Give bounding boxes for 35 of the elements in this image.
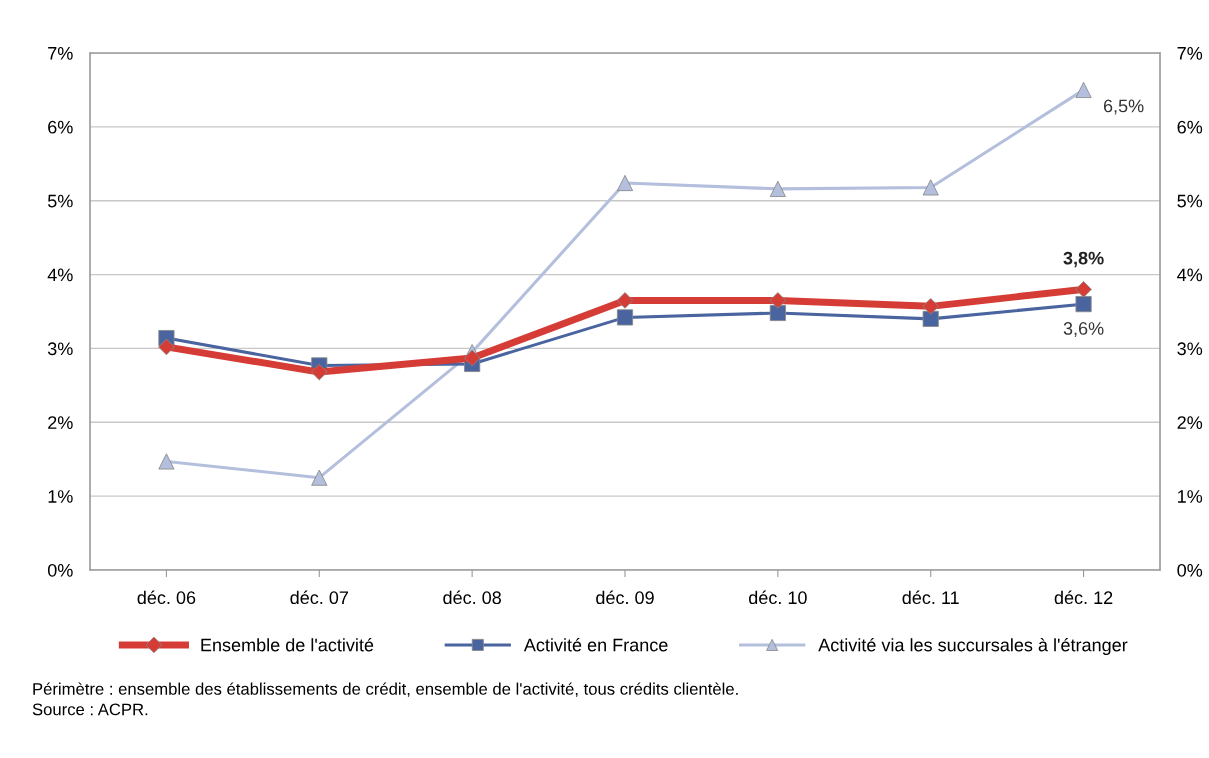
y-tick-label: 3% xyxy=(47,342,73,356)
y-tick-label: 2% xyxy=(48,416,73,429)
y-tick-label: 1% xyxy=(48,490,73,503)
legend-label: Activité via les succursales à l'étranger xyxy=(818,637,1128,655)
legend-label: Activité en France xyxy=(523,637,668,652)
source-note: Source : ACPR. xyxy=(32,703,148,716)
point xyxy=(311,363,328,381)
data-label: 6,5% xyxy=(1103,99,1144,115)
x-tick-label: déc. 09 xyxy=(596,590,654,605)
y-tick-label: 6% xyxy=(48,120,73,134)
x-tick-label: déc. 12 xyxy=(1054,590,1113,605)
y-tick-label: 5% xyxy=(47,194,73,208)
x-tick-label: déc. 07 xyxy=(290,590,348,605)
data-label: 3,6% xyxy=(1063,322,1104,337)
y2-tick-label: 2% xyxy=(1177,416,1203,429)
y2-tick-label: 4% xyxy=(1177,268,1203,282)
y-tick-label: 0% xyxy=(47,563,73,577)
x-tick-label: déc. 06 xyxy=(137,590,196,605)
y2-tick-label: 7% xyxy=(1177,47,1203,60)
y-tick-label: 7% xyxy=(48,47,73,60)
x-tick-label: déc. 11 xyxy=(902,590,959,605)
point xyxy=(158,338,175,356)
x-tick-label: déc. 08 xyxy=(443,590,501,605)
y2-tick-label: 3% xyxy=(1177,342,1203,356)
point xyxy=(1075,81,1092,98)
y2-tick-label: 0% xyxy=(1177,563,1203,577)
y2-tick-label: 1% xyxy=(1178,490,1203,503)
data-label: 3,8% xyxy=(1063,251,1104,268)
text: Périmètre : ensemble des établissements de crédit, ensemble de l'activité, tous crédits clientèle. xyxy=(33,682,738,697)
legend-label: Ensemble de l'activité xyxy=(201,637,374,652)
point xyxy=(616,309,634,326)
y2-tick-label: 6% xyxy=(1177,120,1203,134)
y-tick-label: 4% xyxy=(47,268,73,282)
x-tick-label: déc. 10 xyxy=(749,590,807,605)
y2-tick-label: 5% xyxy=(1177,194,1203,208)
